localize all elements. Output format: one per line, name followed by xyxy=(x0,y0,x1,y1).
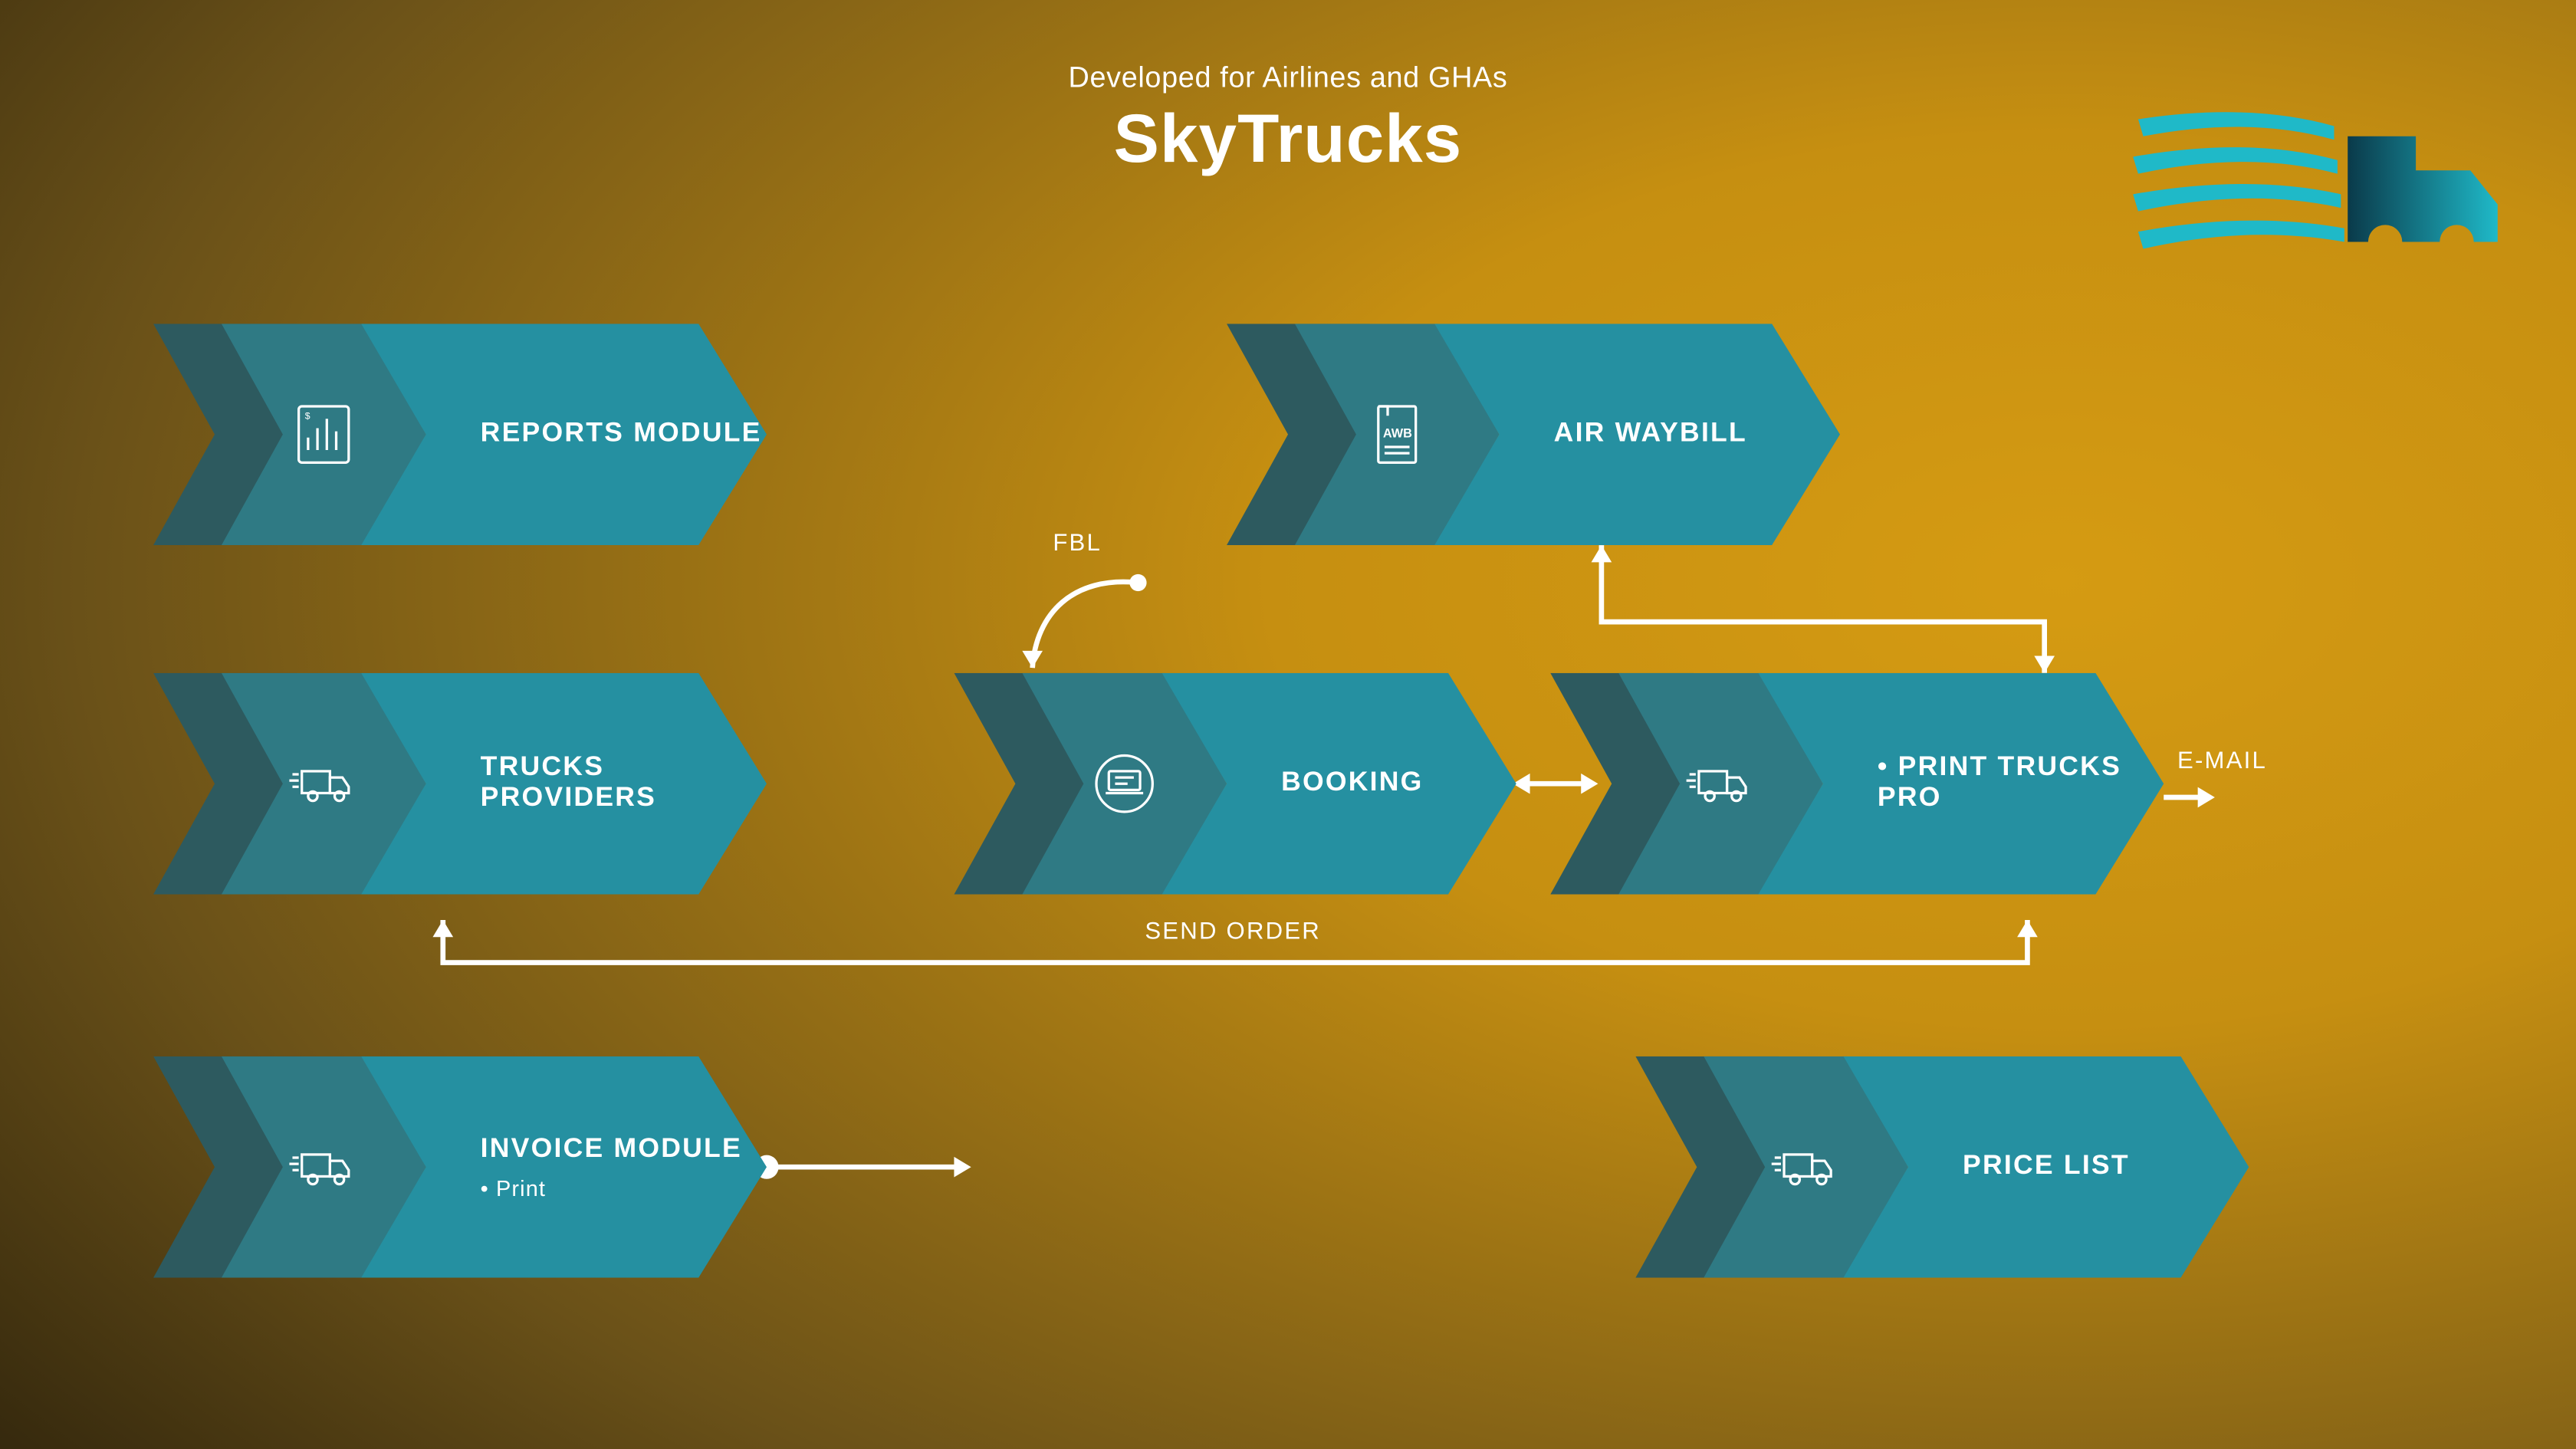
module-block-invoice: INVOICE MODULE Print xyxy=(153,1056,767,1278)
block-label: PRICE LIST xyxy=(1963,1152,2130,1182)
annotation-email: E-MAIL xyxy=(2177,746,2267,774)
module-block-reports: $ REPORTS MODULE xyxy=(153,324,767,545)
svg-text:$: $ xyxy=(305,410,310,421)
connector-invoice-out xyxy=(754,1155,971,1179)
connector-email-arrow xyxy=(2164,787,2215,808)
module-block-pricelist: PRICE LIST xyxy=(1635,1056,2249,1278)
block-label: INVOICE MODULE xyxy=(481,1134,742,1165)
block-label: PRINT TRUCKS PRO xyxy=(1878,753,2164,814)
module-block-airwaybill: AWB AIR WAYBILL xyxy=(1227,324,1840,545)
block-label: REPORTS MODULE xyxy=(481,419,762,450)
block-label: AIR WAYBILL xyxy=(1554,419,1747,450)
svg-text:AWB: AWB xyxy=(1383,427,1412,441)
block-label: BOOKING xyxy=(1281,768,1423,799)
module-block-booking: BOOKING xyxy=(954,673,1516,895)
connector-awb-to-printpro xyxy=(1592,545,2055,673)
block-label: TRUCKS PROVIDERS xyxy=(481,753,767,814)
annotation-fbl: FBL xyxy=(1053,528,1102,556)
block-sublabel: Print xyxy=(481,1175,742,1200)
module-block-providers: TRUCKS PROVIDERS xyxy=(153,673,767,895)
connector-fbl-arrow xyxy=(1022,574,1146,668)
annotation-sendorder: SEND ORDER xyxy=(1145,917,1321,945)
module-block-printpro: PRINT TRUCKS PRO xyxy=(1550,673,2164,895)
